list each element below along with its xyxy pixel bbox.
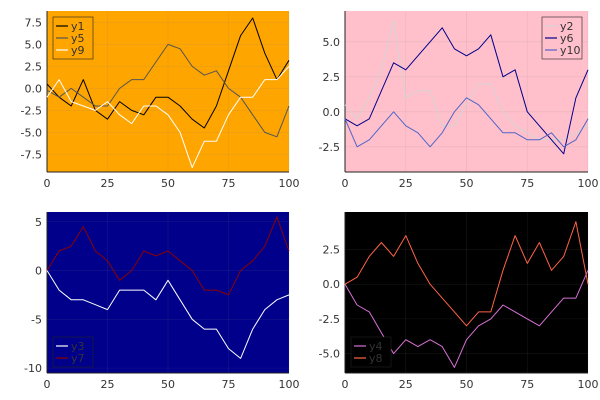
x-tick-label: 100: [279, 378, 300, 391]
x-tick-label: 50: [161, 177, 175, 190]
y-tick-label: 2.5: [323, 243, 341, 256]
x-tick-label: 50: [161, 378, 175, 391]
y-tick-label: -10: [24, 362, 42, 375]
legend-label-y6: y6: [560, 32, 574, 45]
series-line-y1: [46, 17, 290, 129]
legend-label-y5: y5: [71, 32, 85, 45]
x-tick-label: 75: [222, 378, 236, 391]
x-tick-label: 100: [578, 378, 599, 391]
y-tick-label: 0.0: [25, 82, 43, 95]
series-line-y7: [46, 216, 290, 296]
y-tick-label: -5: [31, 313, 42, 326]
y-tick-label: 0.0: [323, 106, 341, 119]
y-tick-label: -2.5: [319, 313, 340, 326]
x-tick-label: 75: [520, 378, 534, 391]
x-tick-label: 25: [101, 177, 115, 190]
series-line-y5: [46, 43, 290, 138]
y-tick-label: 0.0: [323, 278, 341, 291]
legend-label-y10: y10: [560, 44, 581, 57]
series-line-y9: [46, 66, 290, 169]
x-tick-label: 0: [44, 378, 51, 391]
y-tick-label: 0: [35, 265, 42, 278]
x-tick-label: 0: [342, 177, 349, 190]
series-line-y8: [344, 221, 589, 327]
legend-label-y7: y7: [71, 352, 85, 365]
x-tick-label: 25: [399, 177, 413, 190]
legend-box: [52, 336, 94, 368]
y-tick-label: 5.0: [323, 36, 341, 49]
y-tick-label: 5: [35, 216, 42, 229]
y-tick-label: 5.0: [25, 38, 43, 51]
series-line-y2: [344, 20, 589, 141]
x-tick-label: 100: [279, 177, 300, 190]
y-tick-label: -7.5: [21, 148, 42, 161]
x-tick-label: 50: [460, 177, 474, 190]
legend-label-y8: y8: [369, 352, 383, 365]
x-tick-label: 25: [101, 378, 115, 391]
y-tick-label: -2.5: [21, 104, 42, 117]
series-line-y3: [46, 270, 290, 359]
x-tick-label: 100: [578, 177, 599, 190]
y-tick-label: -5.0: [21, 126, 42, 139]
x-tick-label: 75: [520, 177, 534, 190]
legend-label-y4: y4: [369, 340, 383, 353]
series-line-y10: [344, 97, 589, 148]
y-tick-label: 7.5: [25, 16, 43, 29]
x-tick-label: 75: [222, 177, 236, 190]
x-tick-label: 25: [399, 378, 413, 391]
x-tick-label: 50: [460, 378, 474, 391]
y-tick-label: 2.5: [323, 71, 341, 84]
legend-label-y3: y3: [71, 340, 85, 353]
legend-label-y1: y1: [71, 20, 85, 33]
x-tick-label: 0: [342, 378, 349, 391]
legend-label-y2: y2: [560, 20, 574, 33]
y-tick-label: 2.5: [25, 60, 43, 73]
y-tick-label: -2.5: [319, 141, 340, 154]
legend-label-y9: y9: [71, 44, 85, 57]
x-tick-label: 0: [44, 177, 51, 190]
legend-box: [350, 336, 392, 368]
y-tick-label: -5.0: [319, 348, 340, 361]
